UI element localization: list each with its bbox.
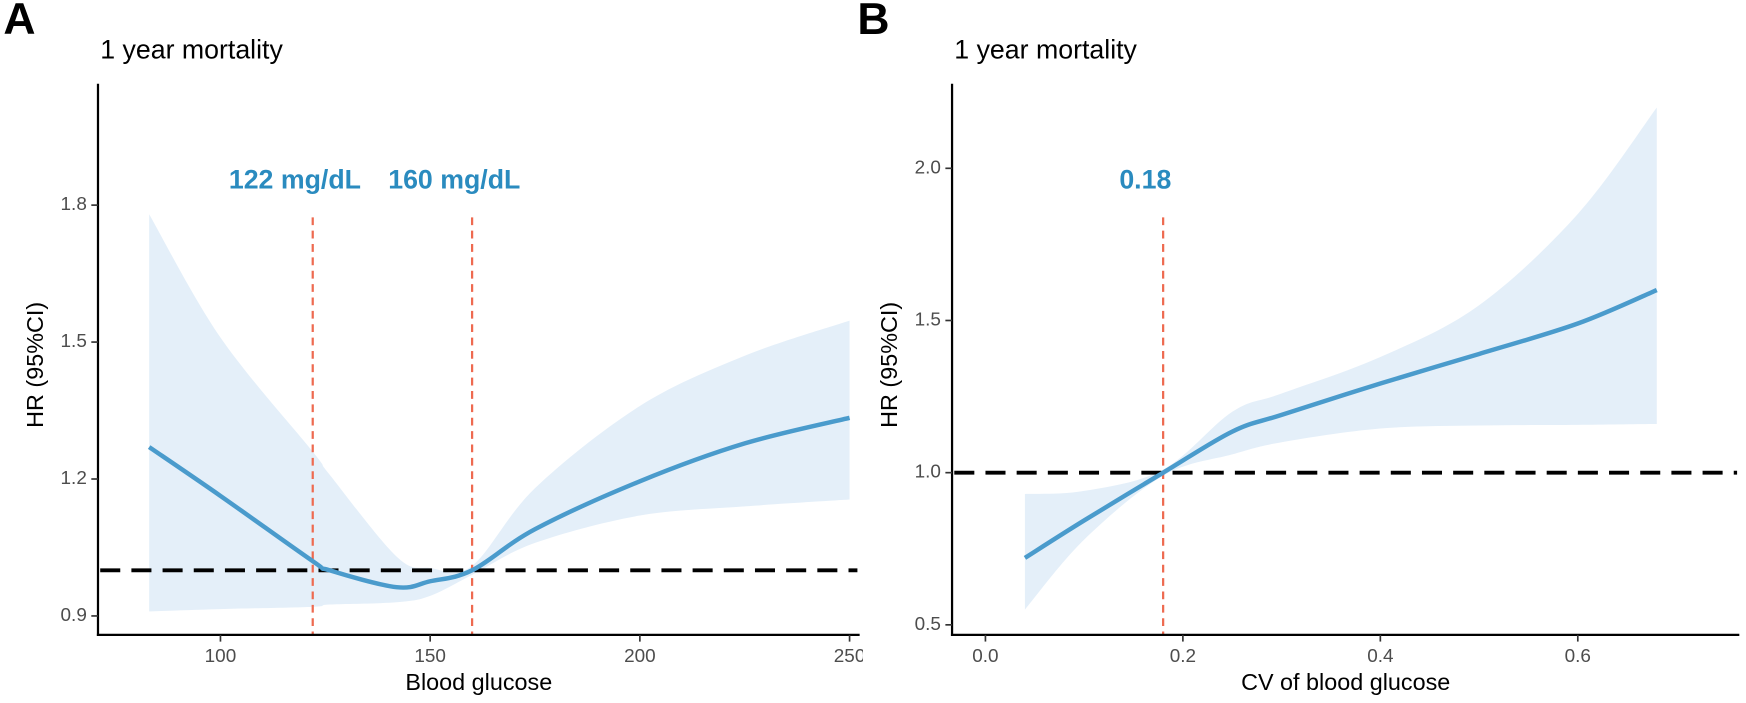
x-tick-label: 0.6 — [1565, 646, 1591, 667]
x-tick-label: 100 — [205, 646, 237, 667]
x-axis-label: CV of blood glucose — [1241, 669, 1450, 695]
x-axis-label: Blood glucose — [405, 669, 552, 695]
ci-band — [1024, 107, 1657, 610]
panel-letter: A — [3, 0, 35, 44]
y-tick-label: 1.5 — [915, 309, 941, 330]
panel-b: 0.18 0.5 1.0 1.5 2.0 0.0 0.2 0.4 0.6 CV of blood … — [857, 0, 1740, 695]
ci-band — [149, 214, 850, 612]
panel-letter: B — [857, 0, 889, 44]
panel-title: 1 year mortality — [954, 34, 1137, 64]
x-tick-label: 150 — [414, 646, 446, 667]
y-axis-label: HR (95%CI) — [876, 302, 902, 428]
x-tick-label: 0.2 — [1170, 646, 1196, 667]
y-axis-label: HR (95%CI) — [22, 302, 48, 428]
cutoff-label: 122 mg/dL — [229, 165, 361, 195]
y-tick-label: 1.8 — [61, 194, 87, 215]
panel-a: 122 mg/dL 160 mg/dL 0.9 1.2 1.5 1.8 100 150 200 2… — [3, 0, 866, 695]
y-tick-label: 1.5 — [61, 331, 87, 352]
y-tick-label: 0.9 — [61, 605, 87, 626]
cutoff-label: 160 mg/dL — [388, 165, 520, 195]
x-tick-label: 200 — [624, 646, 656, 667]
panel-title: 1 year mortality — [100, 34, 283, 64]
y-tick-label: 0.5 — [915, 614, 941, 635]
hr-curve — [147, 415, 851, 590]
x-tick-label: 0.4 — [1367, 646, 1393, 667]
y-tick-label: 1.0 — [915, 462, 941, 483]
cutoff-label: 0.18 — [1119, 165, 1171, 195]
y-tick-label: 1.2 — [61, 468, 87, 489]
hr-curve — [1023, 288, 1658, 560]
x-tick-label: 0.0 — [972, 646, 998, 667]
x-tick-label: 250 — [834, 646, 866, 667]
y-tick-label: 2.0 — [915, 157, 941, 178]
